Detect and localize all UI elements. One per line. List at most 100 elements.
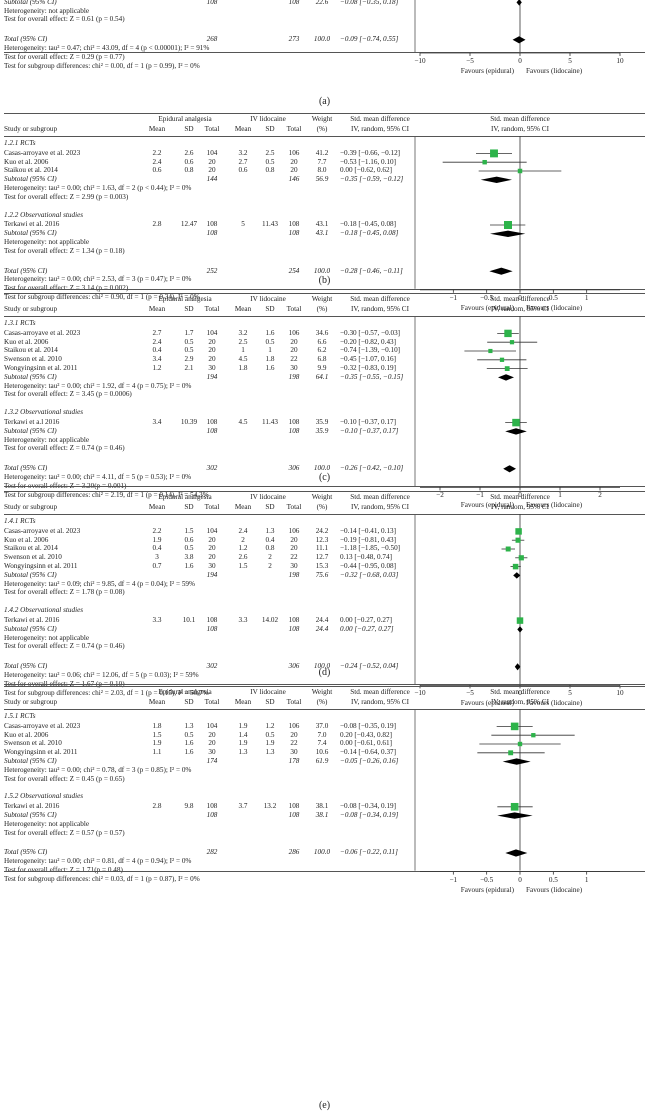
subtotal-row-1-c-total: 198	[288, 372, 300, 381]
study-row-1-3-ci: 0.00 [−0.62, 0.62]	[340, 166, 392, 175]
study-row-1-2-e-total: 20	[208, 730, 216, 739]
study-row-2-1-e-total: 108	[206, 802, 218, 811]
total-row-weight: 100.0	[313, 266, 331, 275]
study-row-1-4-marker	[508, 750, 514, 756]
subtotal-row-1-c-total: 146	[288, 175, 300, 184]
study-row-1-2-c-total: 20	[290, 337, 298, 346]
total-row-weight: 100.0	[313, 662, 331, 671]
study-row-1-4-c-sd: 1.3	[265, 748, 275, 757]
subtotal-row-1-e-total: 194	[206, 570, 218, 579]
study-row-1-4-c-mean: 2.6	[238, 553, 248, 562]
study-row-1-4-e-mean: 3.4	[152, 355, 162, 364]
x-tick-label-5: 10	[616, 689, 624, 698]
subtotal-row-1-label: Subtotal (95% CI)	[4, 757, 57, 765]
panel-caption-d: (d)	[318, 667, 331, 678]
study-row-1-2-e-sd: 0.6	[184, 157, 194, 166]
column-header-total-epidural: Total	[204, 503, 220, 511]
study-row-1-2-ci: −0.19 [−0.81, 0.43]	[340, 535, 397, 544]
study-row-2-1-c-total: 108	[288, 418, 300, 426]
favours-left-label: Favours (epidural)	[460, 699, 514, 708]
subtotal-row-2-diamond	[517, 626, 523, 633]
study-row-2-1-e-sd: 12.47	[180, 220, 198, 229]
study-row-1-2-e-total: 20	[208, 157, 216, 166]
subtotal-row-2-weight: 35.9	[315, 426, 329, 435]
study-row-1-3-e-sd: 0.8	[184, 166, 194, 175]
study-row-2-1-e-sd: 9.8	[184, 802, 194, 811]
subtotal-row-1-e-total: 144	[206, 175, 218, 184]
study-row-1-3-e-mean: 0.4	[152, 346, 162, 355]
study-row-1-5-e-mean: 1.2	[152, 364, 162, 372]
study-row-1-1-c-mean: 1.9	[238, 721, 248, 730]
study-row-2-1-ci: −0.18 [−0.45, 0.08]	[340, 220, 397, 229]
subtotal-row-1-e-total: 194	[206, 372, 218, 381]
study-row-2-1-e-total: 108	[206, 418, 218, 426]
study-row-1-1-c-total: 106	[288, 328, 300, 337]
study-row-2-1-c-mean: 3.7	[238, 802, 248, 811]
study-row-1-4-ci: −0.45 [−1.07, 0.16]	[340, 355, 397, 364]
study-row-1-1-name: Casas-arroyave et al. 2023	[4, 148, 81, 157]
study-row-1-5-weight: 15.3	[315, 562, 329, 570]
study-row-1-2-e-mean: 2.4	[152, 337, 162, 346]
study-row-1-3-e-sd: 1.6	[184, 739, 194, 748]
column-header-mean-epidural: Mean	[148, 305, 166, 313]
study-row-1-4-c-sd: 1.8	[265, 355, 275, 364]
smd-plot-header: Std. mean difference	[490, 115, 550, 123]
forest-plot-area	[414, 316, 620, 491]
weight-header: Weight	[311, 295, 333, 303]
subgroup-stat-2-2: Test for overall effect: Z = 1.34 (p = 0…	[4, 246, 125, 255]
study-row-1-1-e-total: 104	[206, 526, 218, 535]
weight-header: Weight	[311, 115, 333, 123]
total-stat-3: Test for subgroup differences: chi² = 2.…	[4, 688, 209, 697]
subtotal-row-2-c-total: 108	[288, 811, 300, 819]
study-row-1-1-ci: −0.14 [−0.41, 0.13]	[340, 526, 397, 535]
favours-left-label: Favours (epidural)	[460, 303, 514, 312]
panel-caption-a: (a)	[318, 96, 331, 107]
x-tick-label-4: 0.5	[548, 875, 558, 884]
x-tick-label-3: 0	[518, 689, 522, 698]
study-row-2-1-e-mean: 3.3	[152, 616, 162, 624]
x-tick-label-3: 0	[518, 875, 522, 884]
x-tick-label-2: −0.5	[480, 293, 494, 302]
study-row-1-2-c-mean: 2.7	[238, 157, 248, 166]
subtotal-row-1-diamond	[480, 176, 512, 183]
subtotal-row-2-weight: 38.1	[315, 811, 329, 819]
lidocaine-group-header: IV lidocaine	[250, 493, 286, 501]
panel-caption-b: (b)	[318, 275, 331, 286]
favours-left-label: Favours (epidural)	[460, 885, 514, 894]
study-row-1-5-c-total: 30	[290, 562, 298, 570]
study-row-1-3-marker	[517, 741, 523, 747]
study-row-2-1-e-mean: 2.8	[152, 220, 162, 229]
subtotal-row-1-weight: 22.6	[315, 0, 329, 6]
study-row-1-1-c-total: 106	[288, 148, 300, 157]
subgroup-title-1: 1.4.1 RCTs	[4, 517, 36, 525]
total-row-label: Total (95% CI)	[4, 662, 48, 671]
weight-percent-header: (%)	[316, 503, 328, 511]
study-row-1-1-marker	[515, 528, 522, 535]
forest-panel-b: Study or subgroup Epidural analgesia IV li…	[0, 107, 649, 312]
study-row-1-2-c-total: 20	[290, 730, 298, 739]
study-row-1-3-e-mean: 1.9	[152, 739, 162, 748]
subtotal-row-1-label: Subtotal (95% CI)	[4, 570, 57, 579]
subtotal-row-1-ci: −0.32 [−0.68, 0.03]	[340, 570, 399, 579]
study-row-1-4-marker	[499, 357, 505, 362]
column-header-mean-epidural: Mean	[148, 698, 166, 706]
top-rule	[4, 491, 645, 492]
subtotal-row-2-c-total: 108	[288, 624, 300, 633]
study-row-1-3-name: Staikou et al. 2014	[4, 166, 58, 175]
total-row-c-total: 306	[288, 464, 300, 473]
study-row-1-3-ci: −0.74 [−1.39, −0.10]	[340, 346, 401, 355]
study-row-1-1-e-total: 104	[206, 148, 218, 157]
x-tick-label-3: 0	[518, 57, 522, 65]
subtotal-row-2-label: Subtotal (95% CI)	[4, 624, 57, 633]
header-rule	[4, 316, 645, 317]
forest-panel-e: Study or subgroup Epidural analgesia IV li…	[0, 680, 649, 1111]
smd-plot-method-header: IV, random, 95% CI	[491, 305, 549, 313]
subgroup-stat-1-2: Test for overall effect: Z = 1.78 (p = 0…	[4, 588, 125, 597]
study-row-1-2-e-sd: 0.5	[184, 730, 194, 739]
subtotal-row-2-c-total: 108	[288, 229, 300, 238]
favours-right-label: Favours (lidocaine)	[526, 303, 583, 312]
subtotal-row-1-ci: −0.35 [−0.59, −0.12]	[340, 175, 404, 184]
weight-percent-header: (%)	[316, 698, 328, 706]
epidural-group-header: Epidural analgesia	[158, 295, 212, 303]
total-stat-3: Test for subgroup differences: chi² = 2.…	[4, 490, 209, 499]
